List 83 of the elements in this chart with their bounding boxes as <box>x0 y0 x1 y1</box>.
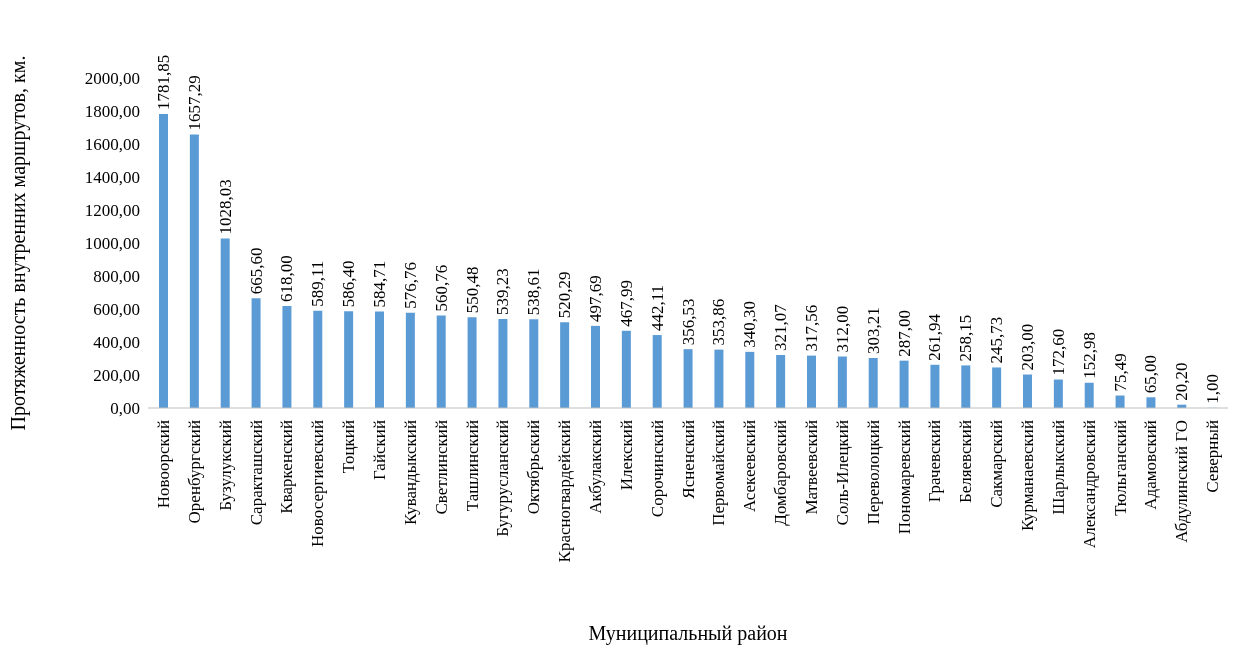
x-tick-label: Матвеевский <box>801 420 821 515</box>
x-tick-label: Акбулакский <box>585 420 605 514</box>
x-tick-label: Бугурусланский <box>493 420 513 537</box>
data-label: 576,76 <box>400 262 420 309</box>
x-tick-label: Асекеевский <box>740 420 760 513</box>
x-tick-label: Абдулинский ГО <box>1172 420 1192 543</box>
data-label: 258,15 <box>956 314 976 362</box>
x-tick-label: Первомайский <box>709 420 729 526</box>
data-label: 520,29 <box>555 271 575 319</box>
x-tick-label: Тюльганский <box>1110 420 1130 516</box>
x-tick-label: Бузулукский <box>215 420 235 511</box>
data-label: 261,94 <box>925 313 945 361</box>
x-tick-label: Переволоцкий <box>863 420 883 525</box>
data-label: 467,99 <box>616 280 636 327</box>
x-tick-label: Ясненский <box>678 420 698 499</box>
x-axis-title: Муниципальный район <box>588 622 788 645</box>
data-label: 538,61 <box>524 268 544 316</box>
x-tick-label: Новосергиевский <box>308 420 328 547</box>
x-tick-label: Саракташский <box>246 420 266 526</box>
y-tick-label: 800,00 <box>93 267 140 287</box>
data-label: 618,00 <box>277 255 297 303</box>
data-label: 152,98 <box>1079 332 1099 379</box>
data-label: 586,40 <box>339 260 359 308</box>
data-label: 245,73 <box>987 316 1007 364</box>
x-tick-label: Светлинский <box>431 420 451 515</box>
x-tick-label: Сакмарский <box>987 420 1007 508</box>
x-tick-label: Тоцкий <box>339 420 359 474</box>
data-label: 550,48 <box>462 266 482 314</box>
data-label: 312,00 <box>832 305 852 353</box>
data-label: 1028,03 <box>215 179 235 235</box>
y-tick-label: 1800,00 <box>84 102 140 122</box>
data-label: 665,60 <box>246 247 266 295</box>
x-tick-label: Новоорский <box>153 420 173 509</box>
x-tick-label: Пономаревский <box>894 420 914 535</box>
data-label: 442,11 <box>647 284 667 332</box>
data-label: 353,86 <box>709 298 729 346</box>
data-label: 172,60 <box>1048 328 1068 376</box>
y-tick-label: 1400,00 <box>84 168 140 188</box>
x-tick-label: Ташлинский <box>462 420 482 512</box>
y-tick-label: 0,00 <box>110 399 140 419</box>
x-tick-label: Гайский <box>369 420 389 481</box>
x-tick-label: Оренбургский <box>184 420 204 524</box>
data-label: 75,49 <box>1110 353 1130 392</box>
data-label: 560,76 <box>431 264 451 312</box>
x-tick-label: Октябрьский <box>524 420 544 515</box>
y-tick-label: 200,00 <box>93 366 140 386</box>
y-tick-label: 1000,00 <box>84 234 140 254</box>
x-tick-label: Илекский <box>616 420 636 491</box>
y-tick-label: 400,00 <box>93 333 140 353</box>
data-label: 539,23 <box>493 268 513 316</box>
x-tick-label: Сорочинский <box>647 420 667 518</box>
data-label: 65,00 <box>1141 355 1161 394</box>
x-tick-label: Кувандыкский <box>400 420 420 525</box>
x-tick-label: Шарлыкский <box>1048 420 1068 515</box>
x-tick-label: Северный <box>1203 420 1223 493</box>
data-label: 1781,85 <box>154 54 173 110</box>
x-tick-label: Грачевский <box>925 420 945 503</box>
data-label: 1,00 <box>1203 374 1223 404</box>
data-label: 589,11 <box>308 260 328 307</box>
y-tick-label: 1200,00 <box>84 201 140 221</box>
x-tick-label: Адамовский <box>1141 420 1161 510</box>
data-label: 497,69 <box>586 275 605 322</box>
x-tick-label: Соль-Илецкий <box>832 420 852 526</box>
data-label: 317,56 <box>802 304 821 352</box>
y-tick-label: 1600,00 <box>84 135 140 155</box>
x-tick-label: Кваркенский <box>277 420 297 514</box>
y-tick-label: 600,00 <box>93 300 140 320</box>
x-tick-label: Красногвардейский <box>555 420 575 563</box>
y-tick-label: 2000,00 <box>84 69 140 89</box>
data-label: 20,20 <box>1172 362 1192 401</box>
x-tick-label: Александровский <box>1079 420 1099 549</box>
x-tick-label: Домбаровский <box>771 420 791 526</box>
data-label: 287,00 <box>894 309 914 357</box>
y-axis-title: Протяженность внутренних маршрутов, км. <box>7 55 31 431</box>
data-label: 1657,29 <box>184 75 204 131</box>
data-label: 303,21 <box>863 307 883 354</box>
data-label: 584,71 <box>370 260 389 308</box>
x-tick-label: Курманаевский <box>1017 420 1037 532</box>
x-tick-label: Беляевский <box>956 420 976 504</box>
data-label: 356,53 <box>678 298 698 346</box>
data-label: 203,00 <box>1018 323 1037 371</box>
data-label: 321,07 <box>771 303 791 352</box>
data-label: 340,30 <box>740 301 760 348</box>
